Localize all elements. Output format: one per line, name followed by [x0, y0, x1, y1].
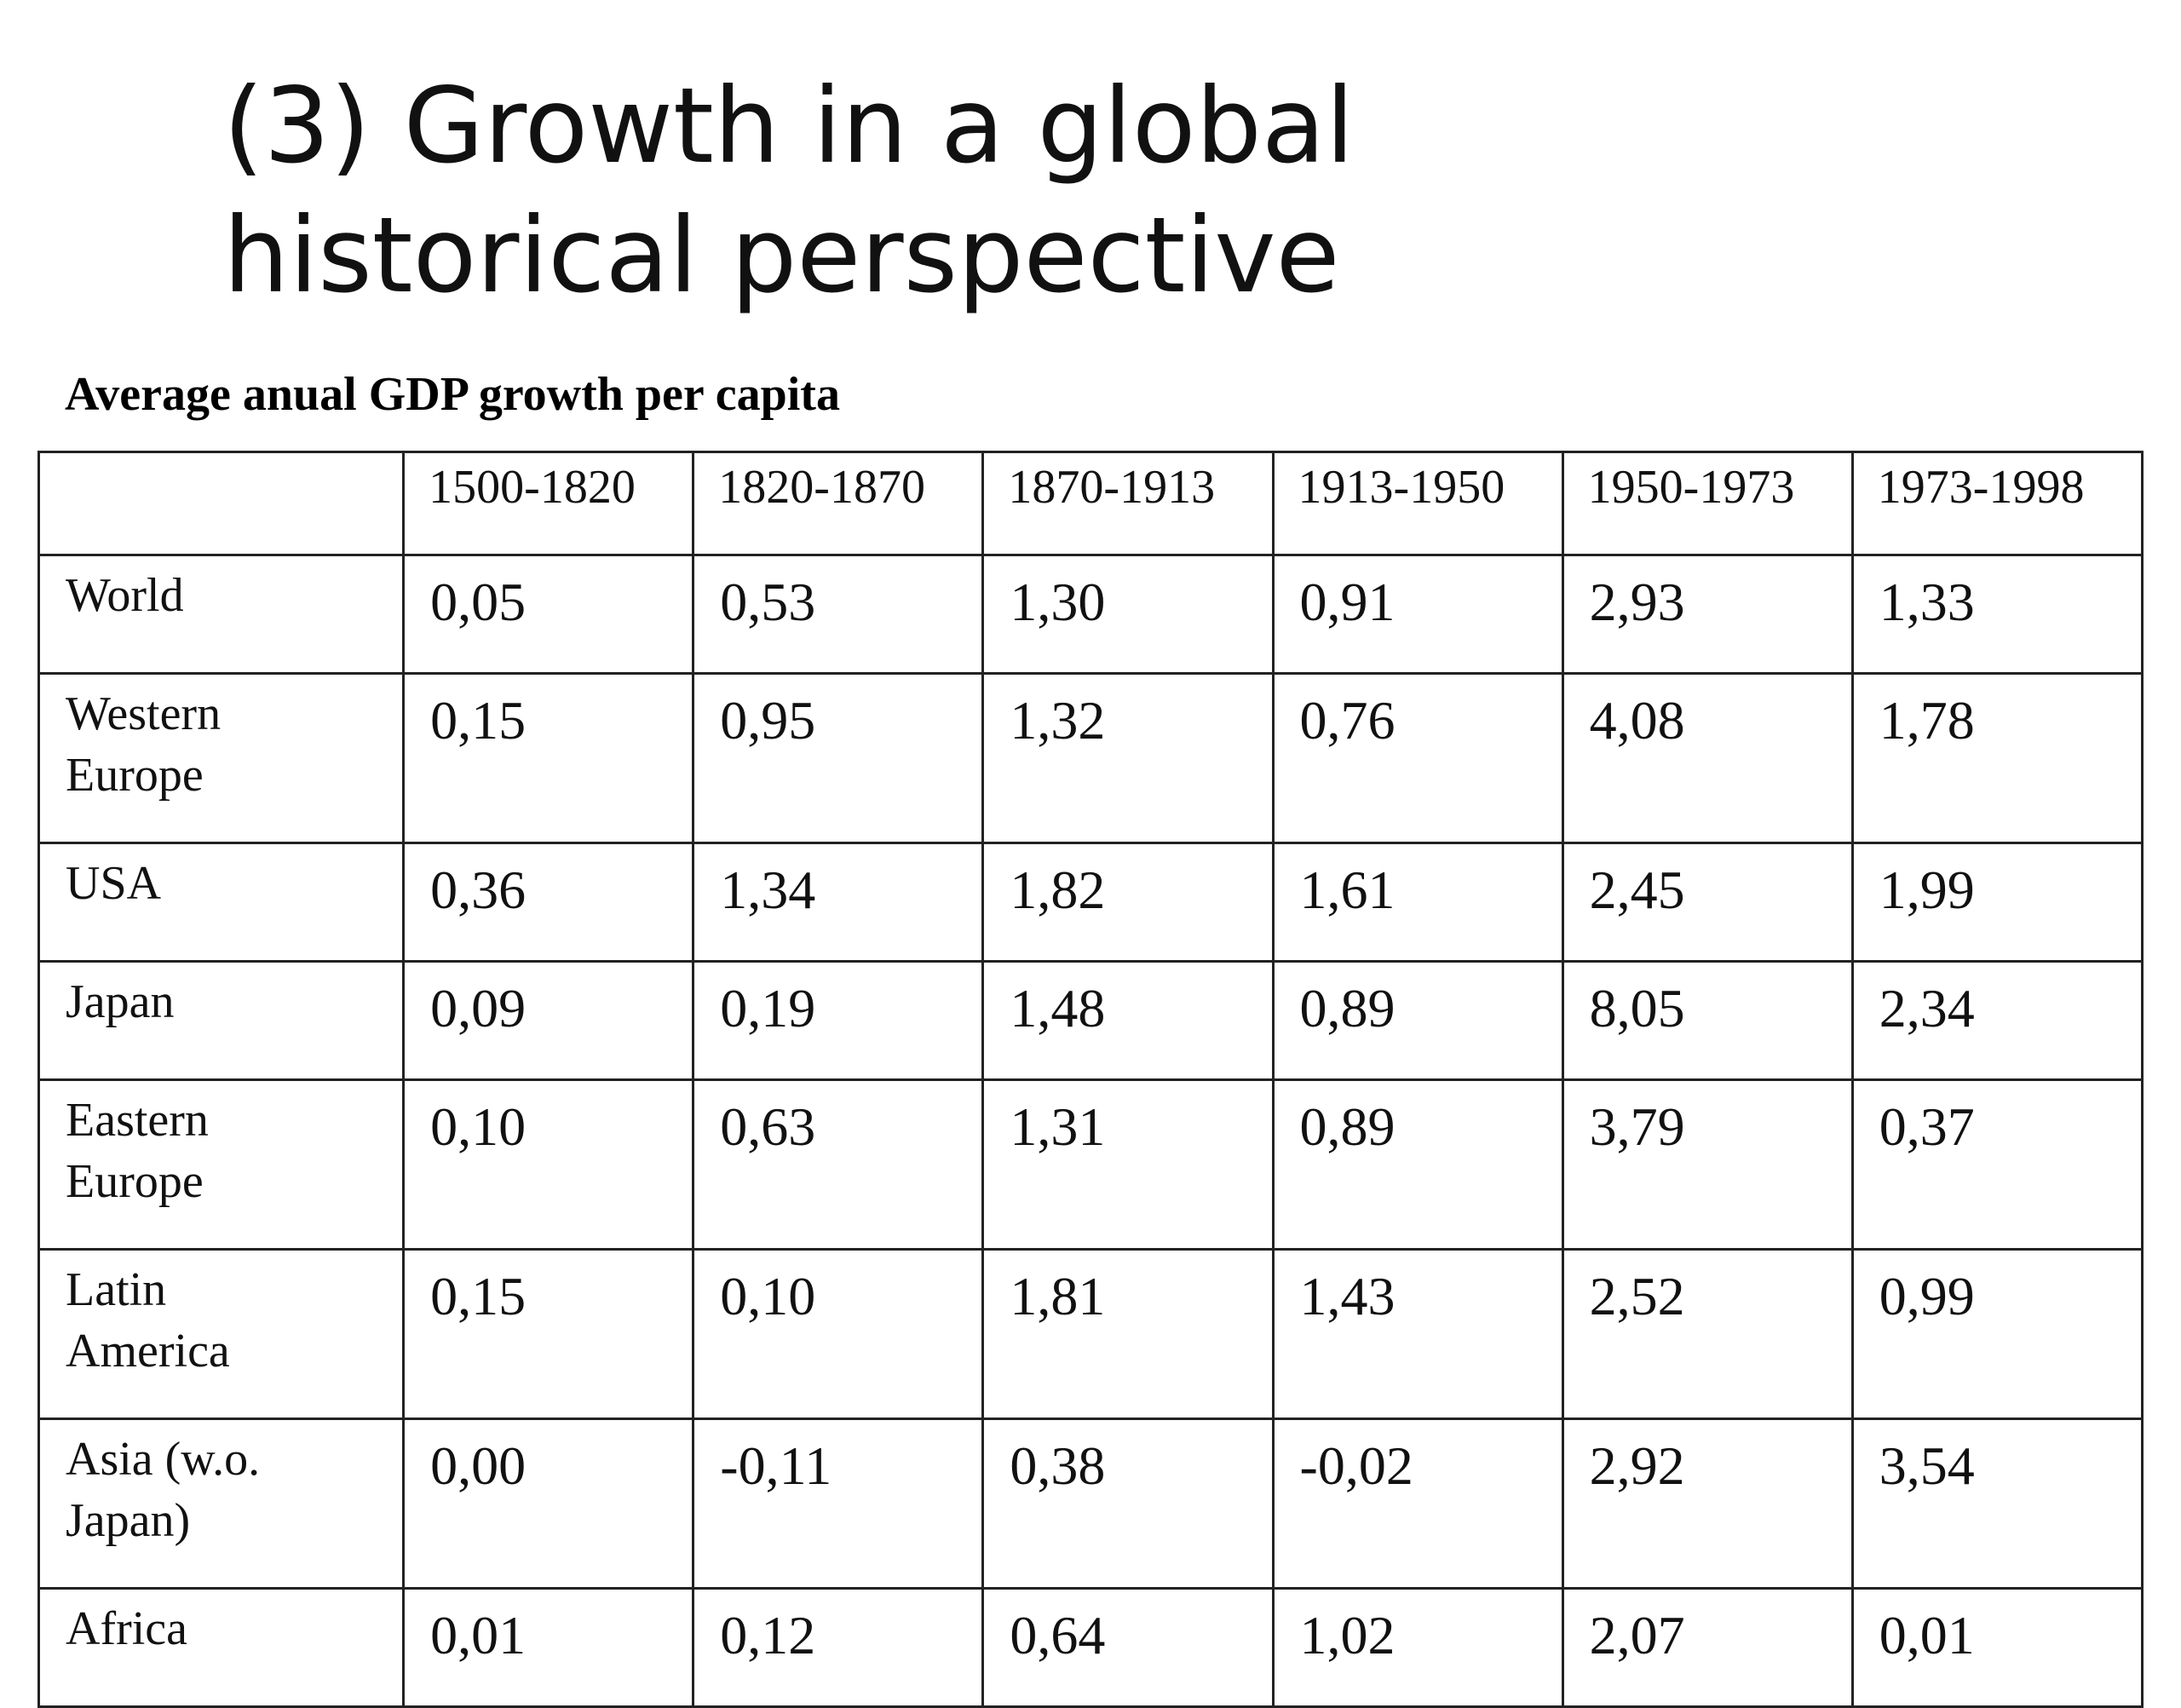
table-header-row: 1500-1820 1820-1870 1870-1913 1913-1950 … [37, 451, 2144, 556]
table-row: USA 0,36 1,34 1,82 1,61 2,45 1,99 [37, 842, 2144, 963]
growth-value: -0,11 [692, 1418, 985, 1590]
growth-value: 0,10 [402, 1078, 695, 1251]
growth-value: 2,93 [1561, 554, 1854, 675]
header-corner-cell [37, 451, 406, 556]
growth-value: 0,37 [1850, 1078, 2144, 1251]
region-label-line-1: Africa [66, 1602, 188, 1655]
table-row: Japan 0,09 0,19 1,48 0,89 8,05 2,34 [37, 960, 2144, 1081]
column-header: 1870-1913 [981, 451, 1275, 556]
region-label: Japan [37, 960, 406, 1081]
growth-value: 0,53 [692, 554, 985, 675]
growth-value: 1,48 [981, 960, 1275, 1081]
growth-value: 0,89 [1271, 960, 1564, 1081]
growth-value: 1,61 [1271, 842, 1564, 963]
growth-value: 2,34 [1850, 960, 2144, 1081]
table-caption: Average anual GDP growth per capita [65, 368, 840, 421]
column-header: 1973-1998 [1850, 451, 2144, 556]
growth-value: 0,38 [981, 1418, 1275, 1590]
slide-title-line-2: historical perspective [223, 195, 1340, 316]
growth-value: 0,89 [1271, 1078, 1564, 1251]
region-label: Africa [37, 1587, 406, 1708]
table-row: Asia (w.o. Japan) 0,00 -0,11 0,38 -0,02 … [37, 1418, 2144, 1590]
region-label-line-1: Asia (w.o. [66, 1433, 261, 1486]
column-header: 1950-1973 [1561, 451, 1854, 556]
growth-value: 3,54 [1850, 1418, 2144, 1590]
growth-value: 0,05 [402, 554, 695, 675]
gdp-growth-table: 1500-1820 1820-1870 1870-1913 1913-1950 … [37, 451, 2144, 1708]
region-label: Latin America [37, 1248, 406, 1420]
slide-title-line-1: (3) Growth in a global [223, 66, 1355, 187]
growth-value: 0,00 [402, 1418, 695, 1590]
growth-value: 1,34 [692, 842, 985, 963]
region-label: Eastern Europe [37, 1078, 406, 1251]
growth-value: 1,78 [1850, 672, 2144, 844]
growth-value: 2,52 [1561, 1248, 1854, 1420]
growth-value: 0,99 [1850, 1248, 2144, 1420]
growth-value: 0,09 [402, 960, 695, 1081]
growth-value: 1,43 [1271, 1248, 1564, 1420]
region-label-line-1: Latin [66, 1263, 167, 1316]
region-label-line-1: Eastern [66, 1094, 209, 1147]
region-label: World [37, 554, 406, 675]
table-row: Africa 0,01 0,12 0,64 1,02 2,07 0,01 [37, 1587, 2144, 1708]
growth-value: 8,05 [1561, 960, 1854, 1081]
growth-value: 2,07 [1561, 1587, 1854, 1708]
growth-value: 0,91 [1271, 554, 1564, 675]
region-label-line-2: Europe [66, 749, 204, 802]
region-label-line-2: Japan) [66, 1494, 191, 1547]
region-label: Western Europe [37, 672, 406, 844]
growth-value: 2,92 [1561, 1418, 1854, 1590]
growth-value: 0,63 [692, 1078, 985, 1251]
region-label-line-1: USA [66, 857, 162, 910]
slide-title: (3) Growth in a global historical perspe… [223, 61, 1672, 320]
table-row: Eastern Europe 0,10 0,63 1,31 0,89 3,79 … [37, 1078, 2144, 1251]
growth-value: 0,01 [1850, 1587, 2144, 1708]
region-label-line-2: America [66, 1325, 230, 1377]
growth-value: 0,76 [1271, 672, 1564, 844]
growth-value: 0,15 [402, 1248, 695, 1420]
growth-value: -0,02 [1271, 1418, 1564, 1590]
growth-value: 1,81 [981, 1248, 1275, 1420]
region-label: Asia (w.o. Japan) [37, 1418, 406, 1590]
growth-value: 0,36 [402, 842, 695, 963]
growth-value: 1,99 [1850, 842, 2144, 963]
region-label-line-1: Japan [66, 975, 175, 1028]
growth-value: 3,79 [1561, 1078, 1854, 1251]
column-header: 1500-1820 [402, 451, 695, 556]
growth-value: 1,30 [981, 554, 1275, 675]
growth-value: 0,15 [402, 672, 695, 844]
growth-value: 2,45 [1561, 842, 1854, 963]
growth-value: 1,33 [1850, 554, 2144, 675]
growth-value: 0,19 [692, 960, 985, 1081]
growth-value: 4,08 [1561, 672, 1854, 844]
growth-value: 1,02 [1271, 1587, 1564, 1708]
region-label-line-2: Europe [66, 1155, 204, 1208]
growth-value: 1,82 [981, 842, 1275, 963]
region-label: USA [37, 842, 406, 963]
table-row: World 0,05 0,53 1,30 0,91 2,93 1,33 [37, 554, 2144, 675]
table-row: Western Europe 0,15 0,95 1,32 0,76 4,08 … [37, 672, 2144, 844]
growth-value: 0,64 [981, 1587, 1275, 1708]
column-header: 1913-1950 [1271, 451, 1564, 556]
region-label-line-1: World [66, 569, 184, 622]
growth-value: 0,12 [692, 1587, 985, 1708]
growth-value: 1,32 [981, 672, 1275, 844]
table-row: Latin America 0,15 0,10 1,81 1,43 2,52 0… [37, 1248, 2144, 1420]
growth-value: 0,01 [402, 1587, 695, 1708]
growth-value: 0,95 [692, 672, 985, 844]
region-label-line-1: Western [66, 687, 222, 740]
growth-value: 1,31 [981, 1078, 1275, 1251]
growth-value: 0,10 [692, 1248, 985, 1420]
column-header: 1820-1870 [692, 451, 985, 556]
